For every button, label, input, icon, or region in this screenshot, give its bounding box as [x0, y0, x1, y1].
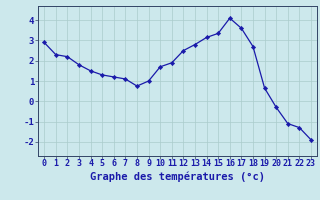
- X-axis label: Graphe des températures (°c): Graphe des températures (°c): [90, 171, 265, 182]
